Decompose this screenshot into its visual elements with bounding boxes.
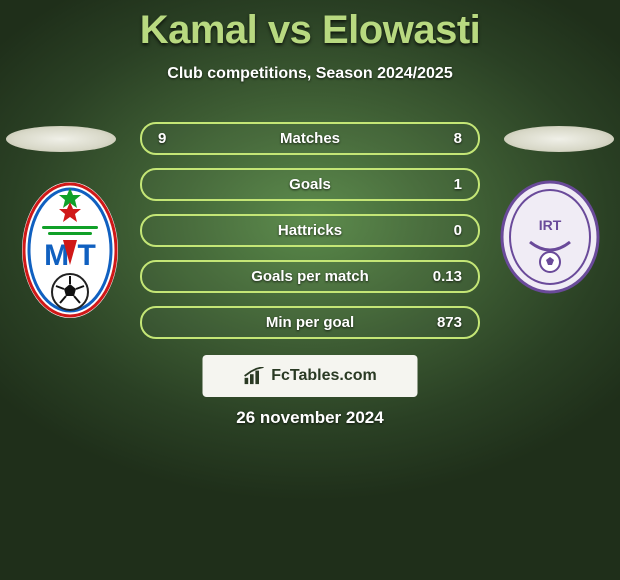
stat-rows: 9 Matches 8 Goals 1 Hattricks 0 Goals pe…: [140, 122, 480, 352]
stat-label: Goals: [142, 176, 478, 193]
bar-chart-icon: [243, 367, 265, 385]
stat-row-goals-per-match: Goals per match 0.13: [140, 260, 480, 293]
svg-text:IRT: IRT: [539, 217, 562, 233]
club-crest-left: M T: [20, 180, 120, 320]
stat-label: Hattricks: [142, 222, 478, 239]
stat-label: Matches: [142, 130, 478, 147]
stat-row-min-per-goal: Min per goal 873: [140, 306, 480, 339]
stat-row-matches: 9 Matches 8: [140, 122, 480, 155]
club-crest-right: IRT: [500, 180, 600, 295]
subtitle: Club competitions, Season 2024/2025: [0, 65, 620, 83]
stat-right-value: 0: [454, 222, 462, 239]
stat-right-value: 873: [437, 314, 462, 331]
watermark-text: FcTables.com: [271, 367, 377, 385]
stat-right-value: 1: [454, 176, 462, 193]
stat-label: Goals per match: [142, 268, 478, 285]
stat-row-hattricks: Hattricks 0: [140, 214, 480, 247]
page-title: Kamal vs Elowasti: [0, 0, 620, 53]
stat-row-goals: Goals 1: [140, 168, 480, 201]
stat-left-value: 9: [158, 130, 166, 147]
stat-right-value: 8: [454, 130, 462, 147]
stat-label: Min per goal: [142, 314, 478, 331]
player-photo-placeholder-right: [504, 126, 614, 152]
content-container: Kamal vs Elowasti Club competitions, Sea…: [0, 0, 620, 83]
stat-right-value: 0.13: [433, 268, 462, 285]
watermark: FcTables.com: [203, 355, 418, 397]
player-photo-placeholder-left: [6, 126, 116, 152]
date: 26 november 2024: [0, 408, 620, 428]
